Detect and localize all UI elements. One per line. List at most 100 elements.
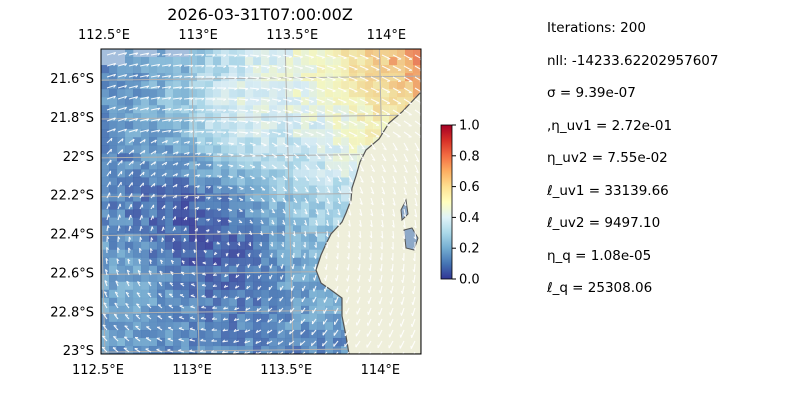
- heatmap-cell: [149, 273, 158, 283]
- velocity-arrow-head: [310, 89, 314, 92]
- heatmap-cell: [125, 49, 134, 58]
- heatmap-cell: [341, 345, 350, 354]
- velocity-arrow-head: [219, 153, 223, 157]
- param-ell-q: ℓ_q = 25308.06: [547, 280, 653, 296]
- heatmap-cell: [269, 337, 278, 347]
- velocity-arrow: [403, 230, 406, 239]
- velocity-arrow-head: [277, 341, 280, 345]
- heatmap-cell: [173, 273, 182, 283]
- heatmap-cell: [141, 345, 150, 354]
- heatmap-cell: [101, 313, 110, 323]
- velocity-arrow: [336, 274, 339, 282]
- velocity-arrow-head: [288, 111, 292, 114]
- velocity-arrow: [271, 142, 278, 147]
- heatmap-cell: [189, 209, 198, 218]
- heatmap-cell: [157, 113, 166, 122]
- velocity-arrow-head: [224, 273, 227, 277]
- heatmap-cell: [133, 297, 142, 307]
- velocity-arrow-head: [343, 79, 347, 82]
- heatmap-cell: [285, 65, 294, 74]
- coastal-lagoon: [403, 227, 419, 251]
- velocity-arrow-head: [266, 121, 271, 125]
- velocity-arrow: [333, 340, 339, 347]
- heatmap-cell: [101, 241, 110, 250]
- heatmap-cell: [205, 129, 214, 138]
- heatmap-cell: [333, 193, 342, 202]
- velocity-arrow-head: [369, 246, 372, 250]
- param-ell-uv2: ℓ_uv2 = 9497.10: [547, 215, 661, 231]
- velocity-arrow: [135, 325, 141, 331]
- velocity-arrow: [389, 307, 394, 316]
- heatmap-cell: [109, 233, 118, 242]
- velocity-arrow-head: [256, 88, 260, 91]
- heatmap-cell: [221, 153, 230, 162]
- velocity-arrow-head: [299, 78, 303, 81]
- velocity-arrow: [114, 291, 119, 298]
- velocity-arrow: [304, 153, 311, 159]
- velocity-arrow-head: [327, 179, 331, 182]
- heatmap-cell: [269, 89, 278, 98]
- heatmap-cell: [245, 305, 254, 315]
- velocity-arrow-head: [245, 121, 249, 124]
- velocity-arrow-head: [321, 68, 325, 70]
- heatmap-cell: [181, 337, 190, 347]
- velocity-arrow: [403, 175, 408, 184]
- map-frame: [100, 48, 422, 355]
- x-tick-label-bottom: 113°E: [172, 363, 212, 378]
- heatmap-cell: [181, 241, 190, 250]
- velocity-arrow: [260, 142, 267, 146]
- heatmap-cell: [333, 177, 342, 186]
- heatmap-cell: [277, 313, 286, 323]
- heatmap-cell: [261, 321, 270, 331]
- velocity-arrow: [367, 318, 372, 326]
- heatmap-cell: [157, 81, 166, 90]
- heatmap-cell: [109, 329, 118, 339]
- heatmap-cell: [325, 289, 334, 299]
- velocity-arrow-head: [337, 212, 341, 216]
- velocity-arrow-head: [256, 132, 260, 135]
- velocity-arrow-head: [213, 251, 217, 255]
- heatmap-cell: [157, 321, 166, 331]
- velocity-arrow-head: [116, 258, 120, 262]
- heatmap-cell: [229, 289, 238, 299]
- velocity-arrow-head: [104, 291, 108, 294]
- velocity-arrow: [304, 65, 314, 69]
- heatmap-cell: [349, 177, 358, 186]
- velocity-arrow-head: [382, 180, 386, 184]
- velocity-arrow-head: [389, 290, 392, 294]
- velocity-arrow-head: [124, 85, 128, 89]
- heatmap-cell: [301, 185, 310, 194]
- heatmap-cell: [221, 337, 230, 347]
- heatmap-cell: [101, 281, 110, 291]
- velocity-arrow-head: [323, 288, 326, 292]
- velocity-arrow-head: [266, 330, 269, 334]
- heatmap-cell: [197, 201, 206, 210]
- heatmap-cell: [181, 161, 190, 170]
- heatmap-cell: [301, 145, 310, 154]
- velocity-arrow: [414, 153, 420, 162]
- velocity-arrow: [293, 54, 303, 58]
- heatmap-cell: [101, 177, 110, 186]
- heatmap-cell: [245, 137, 254, 146]
- heatmap-cell: [125, 81, 134, 90]
- velocity-arrow-head: [404, 159, 409, 162]
- heatmap-cell: [165, 113, 174, 122]
- velocity-arrow-head: [157, 96, 161, 100]
- heatmap-cell: [165, 177, 174, 186]
- velocity-arrow: [315, 153, 321, 160]
- heatmap-cell: [245, 201, 254, 210]
- heatmap-cell: [277, 209, 286, 218]
- heatmap-cell: [269, 201, 278, 210]
- heatmap-cell: [165, 297, 174, 307]
- velocity-arrow-head: [302, 277, 304, 281]
- heatmap-cell: [189, 169, 198, 178]
- heatmap-cell: [173, 305, 182, 315]
- heatmap-cell: [141, 57, 150, 66]
- heatmap-cell: [269, 57, 278, 66]
- velocity-arrow-head: [252, 155, 256, 158]
- velocity-arrow: [106, 170, 112, 177]
- velocity-arrow: [323, 318, 328, 325]
- heatmap-cell: [229, 313, 238, 323]
- velocity-arrow: [381, 208, 385, 217]
- velocity-arrow-head: [404, 181, 408, 184]
